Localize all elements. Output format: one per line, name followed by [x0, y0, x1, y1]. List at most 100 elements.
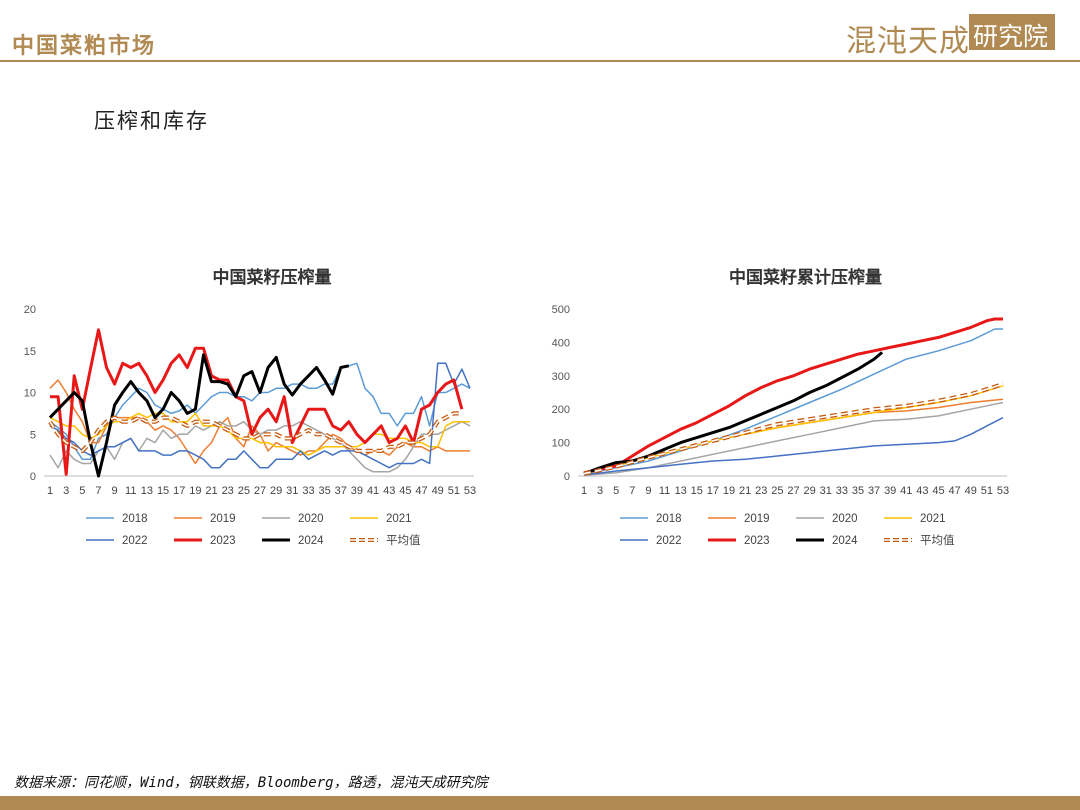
y-tick-label: 20 [24, 304, 36, 316]
x-tick-label: 1 [581, 485, 587, 497]
x-tick-label: 37 [335, 485, 347, 497]
x-tick-label: 41 [367, 485, 379, 497]
x-tick-label: 35 [852, 485, 864, 497]
legend-label: 2019 [744, 513, 770, 525]
chart-title: 中国菜籽压榨量 [213, 267, 332, 287]
series-line-2024-cumulative [583, 351, 884, 476]
x-tick-label: 39 [351, 485, 363, 497]
chart-title: 中国菜籽累计压榨量 [729, 267, 882, 287]
logo-text: 混沌天成 [846, 24, 970, 59]
legend-item-2022: 2022 [620, 535, 682, 547]
x-tick-label: 51 [981, 485, 993, 497]
x-tick-label: 41 [900, 485, 912, 497]
x-tick-label: 15 [691, 485, 703, 497]
x-tick-label: 13 [141, 485, 153, 497]
x-tick-label: 19 [723, 485, 735, 497]
y-tick-label: 100 [552, 438, 570, 450]
legend-label: 2022 [656, 535, 682, 547]
x-tick-label: 15 [157, 485, 169, 497]
legend-label: 2020 [298, 513, 324, 525]
x-tick-label: 27 [787, 485, 799, 497]
x-tick-label: 45 [932, 485, 944, 497]
series-line-2023-weekly [50, 328, 464, 476]
series-line-2018-cumulative [583, 328, 1003, 476]
legend-item-2020: 2020 [796, 513, 858, 525]
x-tick-label: 47 [949, 485, 961, 497]
legend-label: 2022 [122, 535, 148, 547]
series-line-2020-cumulative [583, 401, 1004, 477]
x-tick-label: 49 [432, 485, 444, 497]
x-tick-label: 33 [302, 485, 314, 497]
header-divider [0, 60, 1080, 62]
x-tick-label: 1 [47, 485, 53, 497]
series-line-2020-weekly [49, 420, 471, 473]
legend-label: 2018 [122, 513, 148, 525]
data-source-note: 数据来源：同花顺，Wind，钢联数据，Bloomberg，路透，混沌天成研究院 [14, 775, 488, 791]
legend-item-平均值: 平均值 [884, 534, 955, 547]
x-tick-label: 43 [383, 485, 395, 497]
y-tick-label: 10 [24, 388, 36, 400]
legend-label: 2021 [386, 513, 412, 525]
series-line-2023-cumulative [583, 317, 1003, 475]
x-tick-label: 31 [286, 485, 298, 497]
x-tick-label: 43 [916, 485, 928, 497]
x-tick-label: 47 [415, 485, 427, 497]
legend-item-2023: 2023 [174, 535, 236, 547]
y-tick-label: 200 [552, 404, 570, 416]
x-tick-label: 25 [771, 485, 783, 497]
legend-label: 2024 [832, 535, 858, 547]
x-tick-label: 29 [270, 485, 282, 497]
x-tick-label: 21 [205, 485, 217, 497]
x-tick-label: 9 [645, 485, 651, 497]
x-tick-label: 11 [125, 485, 136, 497]
legend-item-2024: 2024 [262, 535, 324, 547]
legend-item-2018: 2018 [86, 513, 148, 525]
x-tick-label: 3 [597, 485, 603, 497]
y-tick-label: 0 [30, 471, 36, 483]
legend-item-2021: 2021 [884, 513, 946, 525]
x-tick-label: 45 [399, 485, 411, 497]
x-tick-label: 13 [675, 485, 687, 497]
legend-label: 2023 [210, 535, 236, 547]
x-tick-label: 5 [79, 485, 85, 497]
brand-logo: 混沌天成 研究院 [846, 14, 1056, 59]
series-line-2019-cumulative [583, 398, 1004, 475]
x-tick-label: 7 [95, 485, 101, 497]
x-tick-label: 7 [629, 485, 635, 497]
y-tick-label: 15 [24, 346, 36, 358]
legend-label: 2020 [832, 513, 858, 525]
y-tick-label: 0 [564, 471, 570, 483]
legend-label: 平均值 [920, 534, 955, 547]
section-title: 压榨和库存 [94, 109, 209, 133]
legend-item-2022: 2022 [86, 535, 148, 547]
y-tick-label: 300 [552, 371, 570, 383]
x-tick-label: 27 [254, 485, 266, 497]
series-line-2021-weekly [49, 412, 470, 456]
logo-box-text: 研究院 [973, 22, 1049, 51]
x-tick-label: 33 [836, 485, 848, 497]
legend-item-2021: 2021 [350, 513, 412, 525]
x-tick-label: 49 [965, 485, 977, 497]
x-tick-label: 53 [997, 485, 1009, 497]
legend-item-2019: 2019 [174, 513, 236, 525]
series-line-2022-cumulative [583, 416, 1004, 476]
x-tick-label: 37 [868, 485, 880, 497]
x-tick-label: 5 [613, 485, 619, 497]
x-tick-label: 23 [755, 485, 767, 497]
x-tick-label: 29 [803, 485, 815, 497]
legend-label: 2024 [298, 535, 324, 547]
legend-label: 2023 [744, 535, 770, 547]
y-tick-label: 500 [552, 304, 570, 316]
legend-item-2018: 2018 [620, 513, 682, 525]
legend-label: 2018 [656, 513, 682, 525]
series-line-average-inner [583, 383, 1004, 475]
footer-bar [0, 796, 1080, 810]
series-line-2024-weekly [48, 353, 350, 478]
series-line-average-cumulative [583, 382, 1004, 476]
legend-label: 2019 [210, 513, 236, 525]
series-line-2022-weekly [49, 362, 471, 469]
x-tick-label: 39 [884, 485, 896, 497]
x-tick-label: 21 [739, 485, 751, 497]
